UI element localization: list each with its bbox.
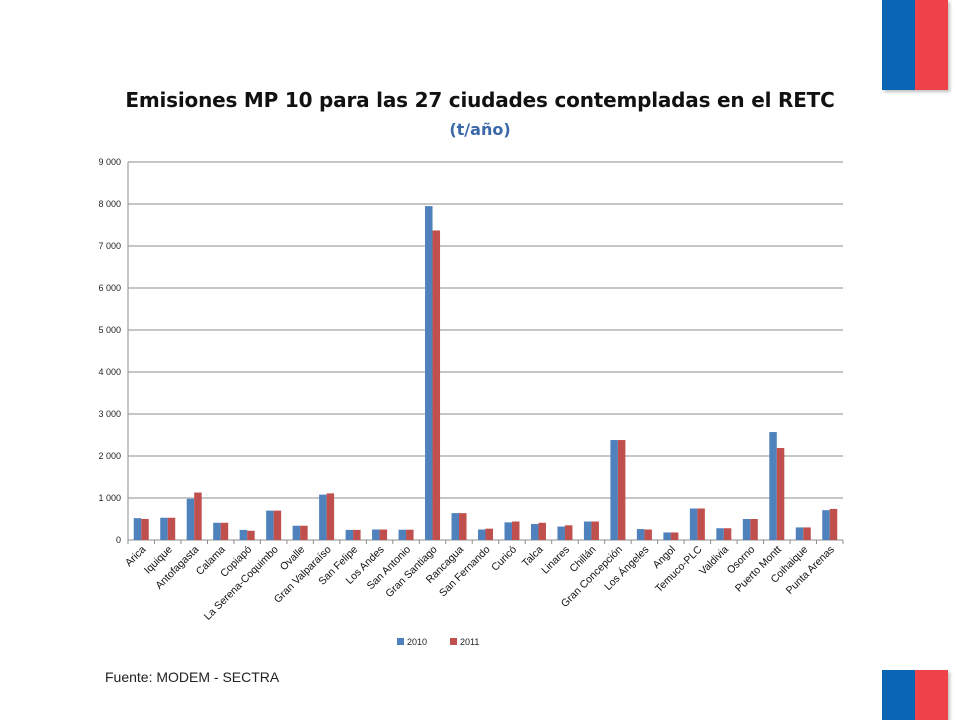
bar-2010	[716, 528, 724, 540]
bar-2011	[247, 530, 255, 540]
bar-2011	[829, 508, 838, 540]
y-tick-label: 5 000	[98, 325, 121, 335]
bar-2010	[266, 510, 274, 540]
x-tick-label: Linares	[539, 544, 572, 577]
x-tick-label: Valdivia	[697, 544, 731, 578]
chart-subtitle: (t/año)	[449, 120, 511, 139]
flag-decoration-top	[882, 0, 948, 90]
y-tick-label: 6 000	[98, 283, 121, 293]
y-tick-label: 2 000	[98, 451, 121, 461]
bar-2010	[425, 206, 433, 540]
bar-2010	[663, 532, 671, 540]
bar-2010	[398, 529, 407, 540]
bar-2011	[379, 529, 388, 540]
legend-swatch	[450, 638, 457, 645]
bar-2010	[795, 527, 804, 540]
bar-2011	[538, 522, 546, 540]
bar-2010	[504, 522, 512, 540]
bar-2011	[432, 230, 441, 540]
bar-2010	[345, 529, 354, 540]
bar-2011	[167, 517, 176, 540]
bar-2011	[459, 513, 467, 540]
bar-2011	[406, 529, 414, 540]
bar-2010	[583, 521, 592, 540]
bar-2011	[670, 532, 679, 540]
y-tick-label: 7 000	[98, 241, 121, 251]
bar-2010	[186, 498, 195, 540]
y-tick-label: 4 000	[98, 367, 121, 377]
y-tick-label: 1 000	[98, 493, 121, 503]
bar-2011	[564, 525, 573, 540]
bar-2010	[319, 494, 327, 540]
bar-2011	[591, 521, 599, 540]
bar-2010	[689, 508, 698, 540]
bar-2011	[617, 440, 626, 540]
bar-2010	[610, 440, 618, 540]
legend-label: 2011	[460, 637, 479, 647]
bar-2010	[239, 529, 248, 540]
legend-label: 2010	[407, 637, 427, 647]
bar-2011	[300, 525, 308, 540]
y-tick-label: 3 000	[98, 409, 121, 419]
y-tick-label: 9 000	[98, 157, 121, 167]
bar-2010	[478, 529, 486, 540]
bar-2011	[485, 528, 493, 540]
bar-2010	[292, 525, 301, 540]
bar-2010	[133, 518, 142, 540]
bar-2010	[636, 529, 645, 540]
bar-2010	[372, 529, 380, 540]
bar-2010	[769, 432, 777, 540]
bar-2010	[530, 524, 539, 540]
bar-2011	[750, 519, 758, 540]
bar-2011	[194, 492, 202, 540]
bar-2011	[273, 510, 282, 540]
bar-2011	[644, 529, 652, 540]
bar-2010	[160, 517, 168, 540]
bar-2011	[723, 528, 732, 540]
bar-2011	[353, 529, 361, 540]
y-tick-label: 0	[116, 535, 121, 545]
bar-2011	[141, 519, 149, 540]
bar-2011	[697, 508, 705, 540]
legend-swatch	[397, 638, 404, 645]
bar-2010	[742, 519, 751, 540]
bar-2010	[213, 522, 221, 540]
bar-2010	[451, 513, 460, 540]
bar-2011	[220, 522, 229, 540]
bar-2010	[822, 510, 830, 540]
bar-2011	[803, 527, 811, 540]
bar-2010	[557, 526, 565, 540]
x-tick-label: Curicó	[489, 544, 519, 574]
chart-title: Emisiones MP 10 para las 27 ciudades con…	[125, 88, 835, 112]
bar-2011	[326, 493, 335, 540]
bar-2011	[511, 521, 520, 540]
source-note: Fuente: MODEM - SECTRA	[105, 669, 280, 685]
bar-2011	[776, 448, 785, 540]
y-tick-label: 8 000	[98, 199, 121, 209]
flag-decoration-bottom	[882, 670, 948, 720]
